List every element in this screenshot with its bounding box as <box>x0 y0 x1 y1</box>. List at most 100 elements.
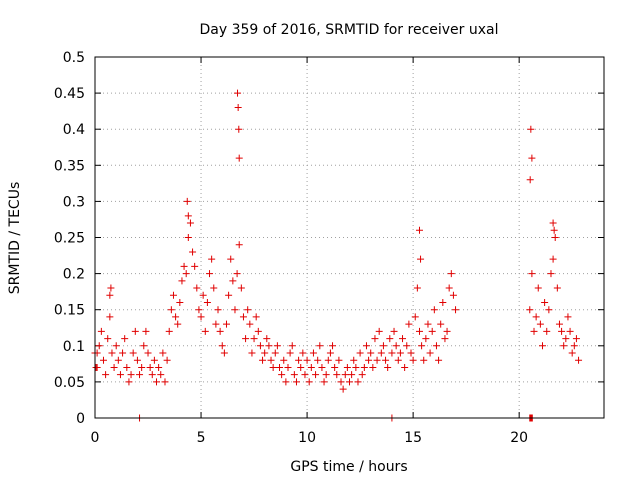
data-point <box>409 356 417 364</box>
y-axis-title: SRMTID / TECUs <box>7 182 23 295</box>
data-point <box>248 349 256 357</box>
data-point <box>193 284 201 292</box>
data-point <box>140 342 148 350</box>
data-point <box>377 349 385 357</box>
data-point <box>234 104 242 112</box>
data-point <box>549 255 557 263</box>
data-point <box>360 363 368 371</box>
data-point <box>435 356 443 364</box>
data-point <box>312 371 320 379</box>
y-tick-label: 0 <box>76 411 85 427</box>
data-point <box>235 241 243 249</box>
data-point <box>182 270 190 278</box>
data-point <box>150 356 158 364</box>
data-point <box>197 313 205 321</box>
y-tick-label: 0.45 <box>54 86 85 102</box>
data-point <box>242 335 250 343</box>
data-point <box>184 212 192 220</box>
data-point <box>210 284 218 292</box>
data-point <box>528 154 536 162</box>
data-point <box>104 335 112 343</box>
data-point <box>95 342 103 350</box>
data-point <box>153 378 161 386</box>
data-point <box>303 356 311 364</box>
data-point <box>282 378 290 386</box>
data-point <box>335 356 343 364</box>
data-point <box>555 320 563 328</box>
data-point <box>568 349 576 357</box>
data-point <box>530 327 538 335</box>
data-point <box>329 342 337 350</box>
data-point <box>301 371 309 379</box>
data-point <box>235 154 243 162</box>
x-tick-label: 15 <box>404 430 422 446</box>
data-point <box>358 371 366 379</box>
data-point <box>244 306 252 314</box>
data-point <box>146 363 154 371</box>
data-point <box>526 176 534 184</box>
data-point <box>417 255 425 263</box>
data-point <box>92 363 100 371</box>
y-tick-label: 0.05 <box>54 375 85 391</box>
data-point <box>422 335 430 343</box>
data-point <box>352 363 360 371</box>
data-point <box>362 342 370 350</box>
data-point <box>564 313 572 321</box>
data-point <box>413 284 421 292</box>
y-tick-label: 0.25 <box>54 231 85 247</box>
data-point <box>420 356 428 364</box>
data-point <box>250 335 258 343</box>
data-point <box>184 234 192 241</box>
data-point <box>99 356 107 364</box>
data-point <box>144 349 152 357</box>
data-point <box>178 277 186 285</box>
data-point <box>237 284 245 292</box>
data-point <box>570 342 578 350</box>
y-tick-label: 0.1 <box>63 339 85 355</box>
y-tick-label: 0.4 <box>63 122 85 138</box>
data-point <box>350 356 358 364</box>
data-point <box>541 298 549 306</box>
data-point <box>254 327 262 335</box>
data-point <box>97 327 105 335</box>
data-point <box>161 378 169 386</box>
y-tick-label: 0.15 <box>54 303 85 319</box>
data-point <box>273 342 281 350</box>
data-point <box>575 356 583 364</box>
data-point <box>348 371 356 379</box>
data-point <box>256 342 264 350</box>
data-points <box>91 89 583 422</box>
data-point <box>415 226 423 234</box>
data-point <box>299 349 307 357</box>
data-point <box>527 125 535 133</box>
data-point <box>314 356 322 364</box>
data-point <box>214 306 222 314</box>
data-point <box>394 356 402 364</box>
data-point <box>407 349 415 357</box>
data-point <box>203 298 211 306</box>
data-point <box>379 342 387 350</box>
data-point <box>399 335 407 343</box>
data-point <box>558 327 566 335</box>
data-point <box>183 197 191 205</box>
data-point <box>343 363 351 371</box>
data-point <box>309 349 317 357</box>
data-point <box>445 284 453 292</box>
x-tick-label: 20 <box>510 430 528 446</box>
data-point <box>191 262 199 270</box>
data-point <box>322 371 330 379</box>
y-tick-label: 0.2 <box>63 267 85 283</box>
data-point <box>172 313 180 321</box>
data-point <box>549 219 557 227</box>
data-point <box>267 356 275 364</box>
data-point <box>125 378 133 386</box>
data-point <box>142 327 150 335</box>
data-point <box>297 363 305 371</box>
data-point <box>339 385 347 393</box>
data-point <box>346 378 353 386</box>
data-point <box>538 342 546 350</box>
data-point <box>218 342 226 350</box>
data-point <box>107 284 115 292</box>
data-point <box>102 371 110 379</box>
